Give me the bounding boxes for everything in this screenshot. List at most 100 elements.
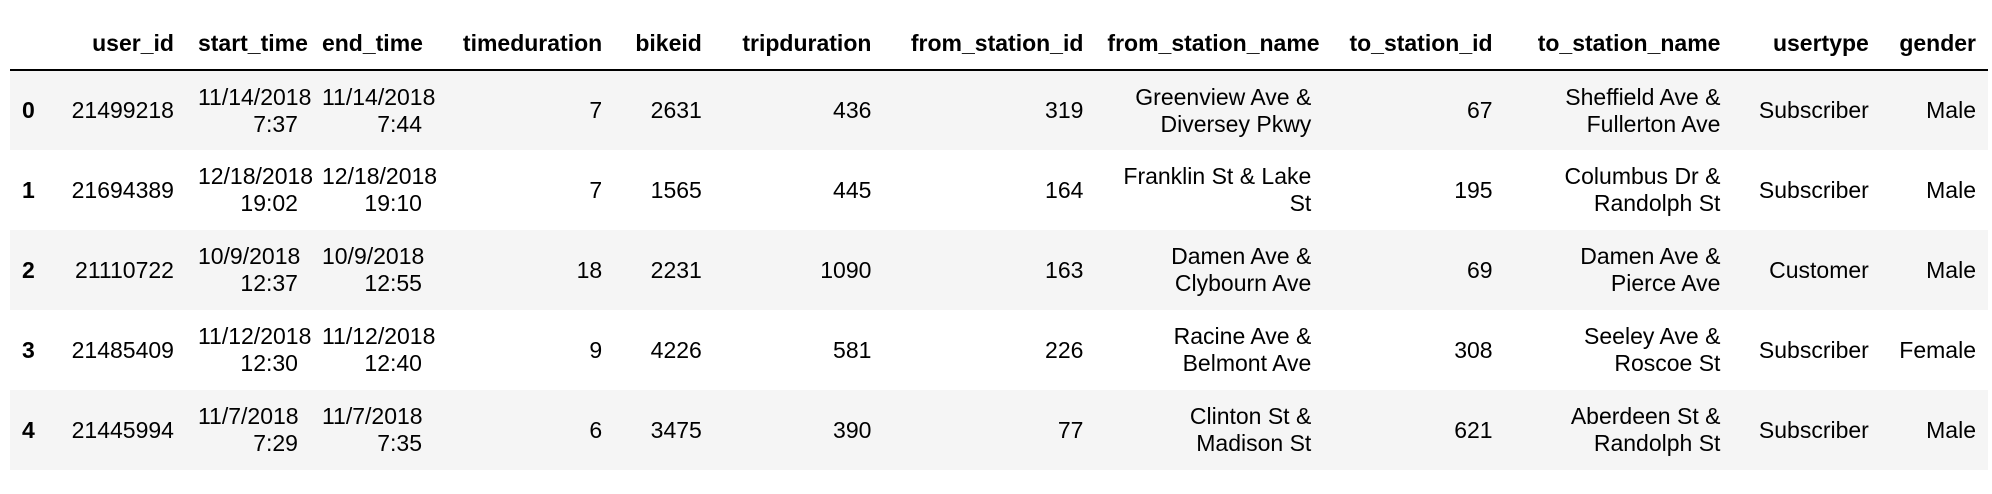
cell-bikeid: 2231 (614, 230, 714, 310)
cell-text: Columbus Dr & (1564, 163, 1721, 189)
cell-text: Subscriber (1758, 416, 1869, 443)
cell-text: 581 (833, 336, 872, 363)
cell-start-time: 11/14/2018 7:37 (186, 70, 311, 150)
cell-user-id: 21694389 (48, 150, 186, 230)
cell-text: 3475 (650, 416, 702, 443)
cell-text: 7 (589, 97, 603, 123)
cell-usertype: Subscriber (1732, 310, 1880, 390)
cell-text: 7:29 (253, 430, 298, 456)
cell-text: 390 (833, 416, 872, 443)
dataframe-table: user_id start_time end_time timeduration bik… (10, 14, 1988, 470)
cell-end-time: 11/12/2018 12:40 (310, 310, 436, 390)
cell-user-id: 21499218 (48, 70, 186, 150)
cell-usertype: Subscriber (1732, 390, 1880, 470)
cell-gender: Male (1881, 230, 1988, 310)
cell-text: 67 (1466, 97, 1493, 123)
cell-text: 77 (1057, 416, 1084, 443)
cell-text: 12/18/2018 (321, 163, 438, 189)
column-header-to-station-id: to_station_id (1323, 14, 1505, 71)
cell-text: 7:35 (377, 430, 422, 456)
cell-bikeid: 2631 (614, 70, 714, 150)
column-header-from-station-name: from_station_name (1095, 14, 1324, 71)
cell-from-station-name: Clinton St & Madison St (1095, 390, 1323, 470)
cell-bikeid: 1565 (614, 150, 714, 230)
cell-text: 11/14/2018 (321, 83, 436, 110)
cell-text: Male (1926, 256, 1976, 283)
cell-to-station-id: 621 (1323, 390, 1504, 470)
cell-text: 12:55 (364, 270, 422, 296)
cell-from-station-id: 164 (883, 150, 1095, 230)
cell-text: 195 (1454, 176, 1493, 203)
cell-text: 11/7/2018 (321, 403, 423, 429)
cell-text: Clybourn Ave (1174, 270, 1312, 296)
cell-text: 445 (833, 176, 872, 203)
cell-tripduration: 436 (714, 70, 884, 150)
cell-text: 2231 (650, 256, 702, 283)
cell-text: 2631 (650, 97, 702, 123)
column-header-from-station-id: from_station_id (883, 14, 1096, 71)
cell-text: 21694389 (71, 176, 174, 203)
cell-text: 11/12/2018 (321, 323, 436, 349)
cell-start-time: 12/18/2018 19:02 (186, 150, 314, 230)
cell-usertype: Subscriber (1732, 70, 1880, 150)
cell-text: Subscriber (1758, 336, 1869, 363)
cell-text: 12/18/2018 (197, 163, 314, 189)
row-index: 3 (22, 336, 35, 363)
cell-to-station-id: 308 (1323, 310, 1504, 390)
header-row: user_id start_time end_time timeduration bik… (10, 14, 1988, 71)
cell-user-id: 21110722 (48, 230, 186, 310)
cell-tripduration: 1090 (714, 230, 884, 310)
cell-text: 308 (1454, 336, 1493, 363)
cell-text: 4226 (650, 336, 702, 363)
cell-from-station-name: Racine Ave & Belmont Ave (1095, 310, 1323, 390)
cell-to-station-name: Damen Ave & Pierce Ave (1505, 230, 1733, 310)
column-header-usertype: usertype (1732, 14, 1881, 71)
column-header-timeduration: timeduration (433, 14, 615, 71)
cell-text: 19:02 (240, 190, 298, 216)
cell-from-station-id: 226 (883, 310, 1095, 390)
cell-usertype: Customer (1732, 230, 1880, 310)
cell-from-station-id: 77 (883, 390, 1095, 470)
cell-text: Roscoe St (1614, 350, 1721, 376)
cell-text: 7 (589, 176, 603, 203)
cell-text: 12:30 (240, 350, 298, 376)
cell-text: Damen Ave & (1580, 243, 1721, 269)
cell-text: Randolph St (1593, 190, 1721, 216)
table-row: 3 21485409 11/12/2018 12:30 11/12/2018 12:40 9… (10, 310, 1988, 390)
table-header: user_id start_time end_time timeduration bik… (10, 14, 1988, 71)
cell-text: Madison St (1196, 430, 1312, 456)
cell-text: 9 (589, 336, 603, 363)
cell-text: Clinton St & (1189, 403, 1312, 429)
column-header-gender: gender (1880, 14, 1988, 71)
row-index: 0 (22, 97, 35, 123)
cell-to-station-name: Seeley Ave & Roscoe St (1505, 310, 1733, 390)
cell-text: 7:44 (377, 110, 422, 137)
cell-text: 18 (576, 256, 603, 283)
cell-text: Female (1899, 336, 1976, 363)
cell-text: Pierce Ave (1610, 270, 1721, 296)
cell-text: 226 (1045, 336, 1084, 363)
row-index: 2 (22, 256, 35, 283)
cell-text: 319 (1045, 97, 1084, 123)
table-body: 0 21499218 11/14/2018 7:37 11/14/2018 7:44 7 26… (10, 70, 1988, 470)
cell-gender: Male (1881, 70, 1988, 150)
cell-timeduration: 9 (434, 310, 614, 390)
cell-text: 11/7/2018 (197, 403, 299, 429)
cell-tripduration: 445 (714, 150, 884, 230)
cell-text: Aberdeen St & (1570, 403, 1721, 429)
cell-text: Greenview Ave & (1135, 83, 1312, 110)
row-index: 4 (22, 416, 35, 443)
cell-start-time: 11/12/2018 12:30 (186, 310, 311, 390)
cell-text: Damen Ave & (1171, 243, 1312, 269)
cell-to-station-id: 67 (1323, 70, 1504, 150)
cell-text: 21499218 (71, 97, 174, 123)
cell-timeduration: 18 (434, 230, 614, 310)
column-header-to-station-name: to_station_name (1504, 14, 1733, 71)
cell-text: 164 (1045, 176, 1084, 203)
table-row: 0 21499218 11/14/2018 7:37 11/14/2018 7:44 7 26… (10, 70, 1988, 150)
cell-text: 6 (589, 416, 603, 443)
cell-end-time: 11/7/2018 7:35 (310, 390, 434, 470)
cell-gender: Female (1881, 310, 1988, 390)
cell-text: 1565 (650, 176, 702, 203)
cell-text: 69 (1466, 256, 1493, 283)
